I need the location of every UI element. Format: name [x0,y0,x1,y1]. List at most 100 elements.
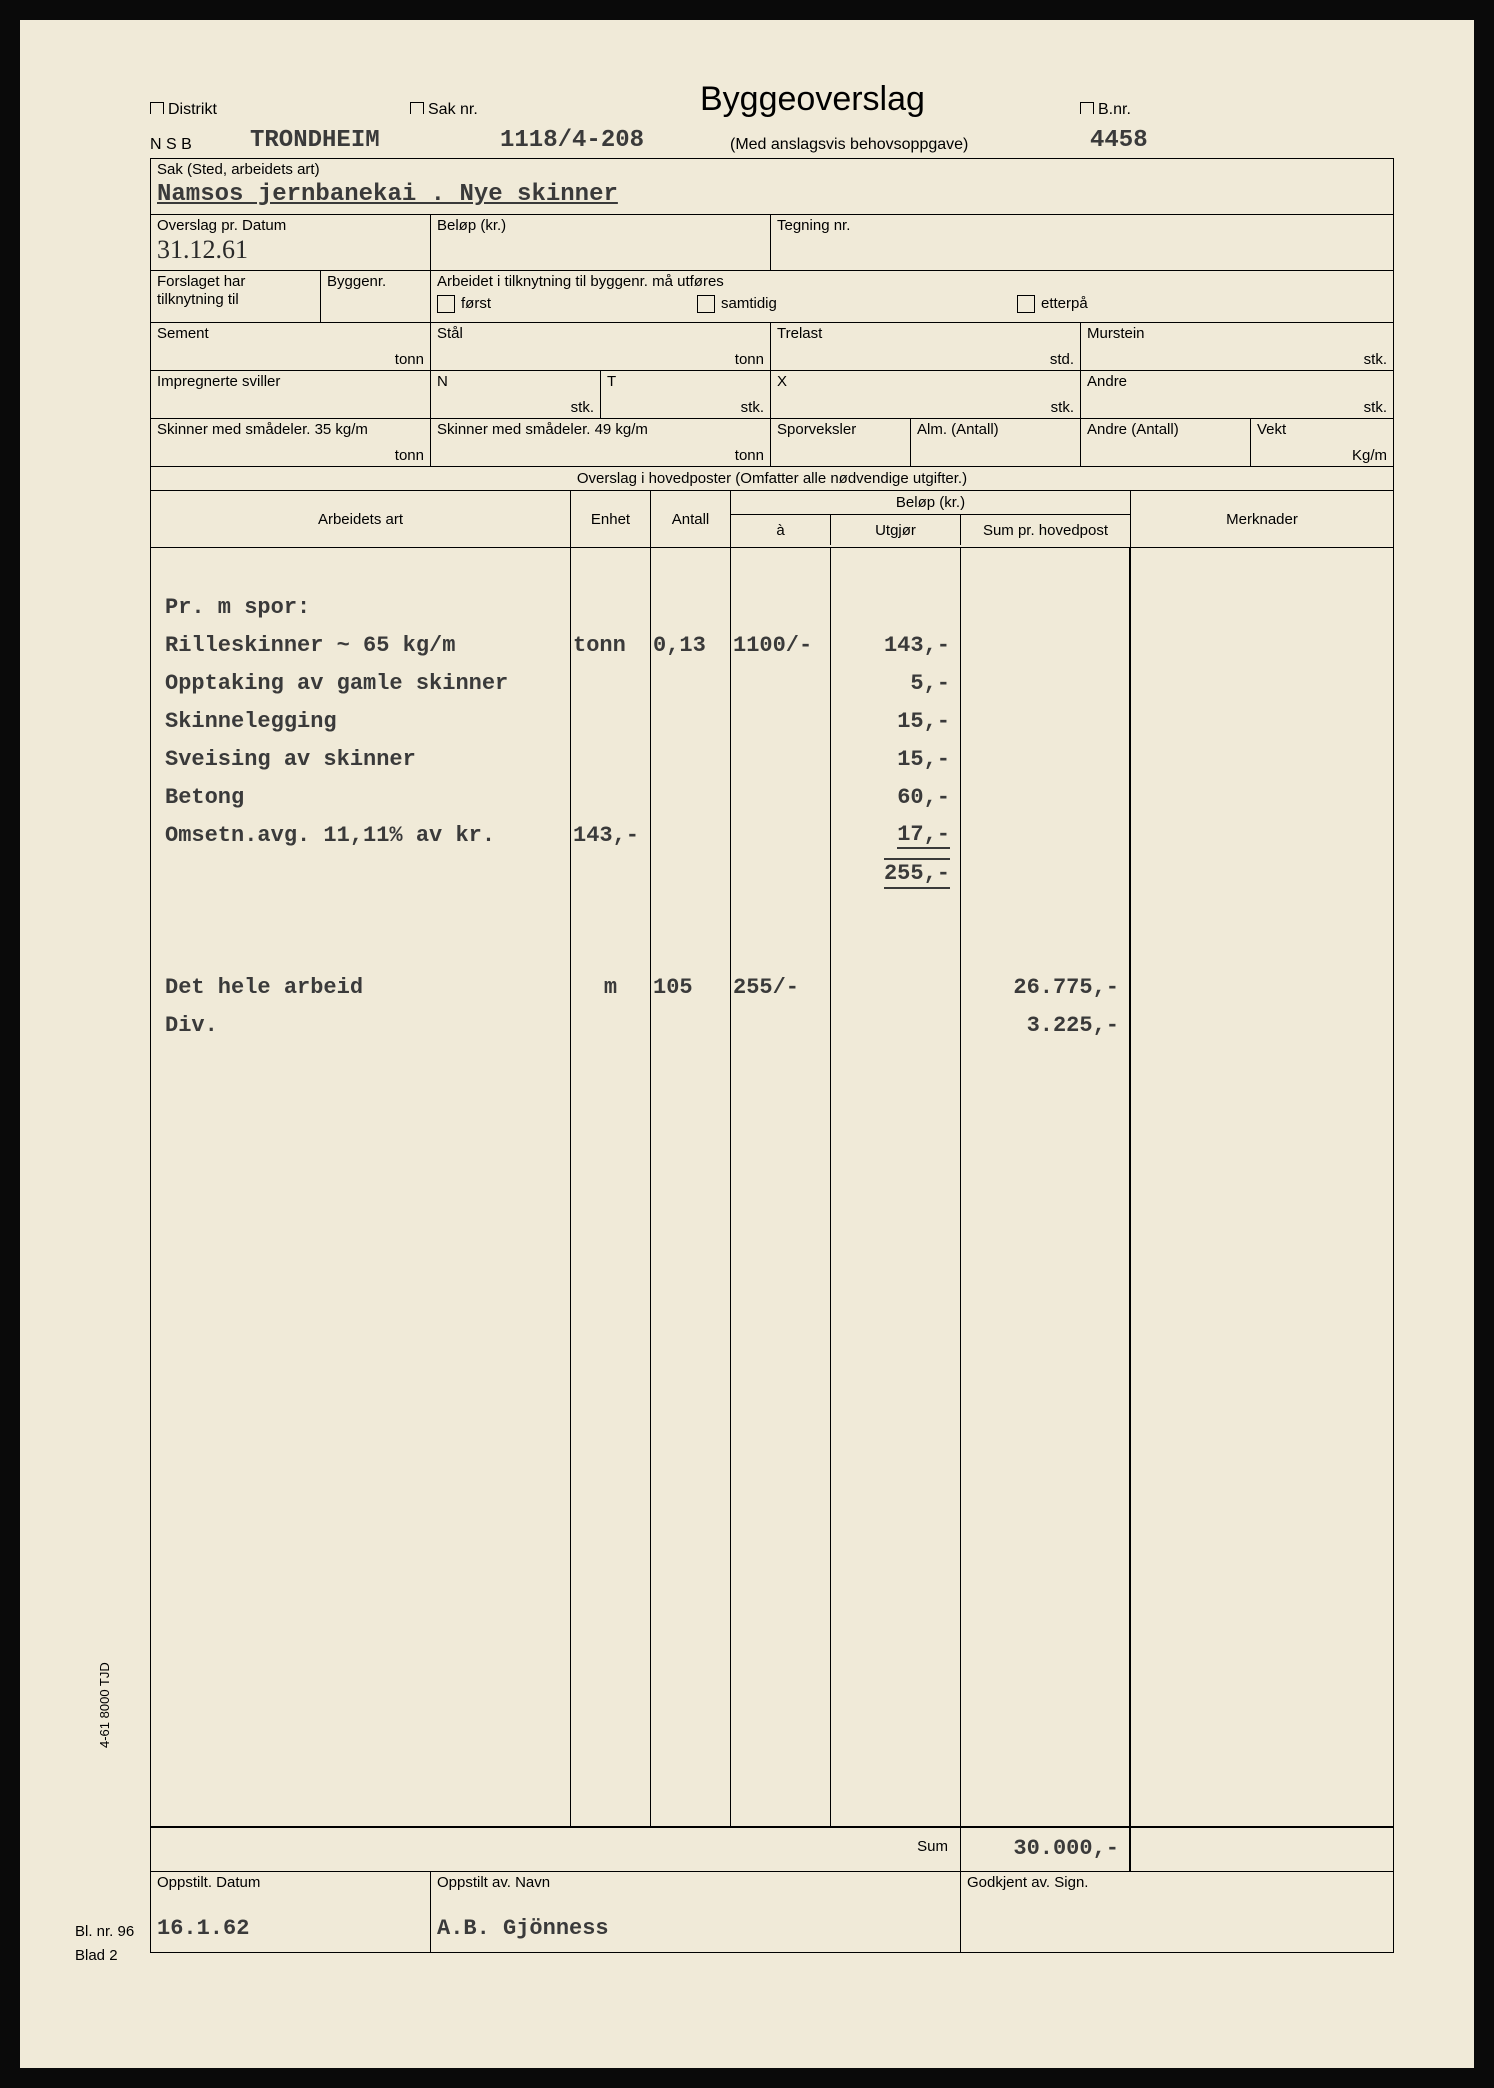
r7-sum: 26.775,- [969,968,1119,1006]
sum-value: 30.000,- [961,1828,1131,1871]
doc-title: Byggeoverslag [700,80,1080,119]
r1-enhet: tonn [573,626,648,664]
r1-art: Rilleskinner ~ 65 kg/m [165,626,562,664]
sak-value: Namsos jernbanekai . Nye skinner [157,181,1387,208]
th-a: à [731,515,831,545]
samtidig-label: samtidig [721,295,777,312]
form-box: Sak (Sted, arbeidets art) Namsos jernban… [150,158,1394,1953]
r1-a: 1100/- [733,626,828,664]
t-label: T [607,373,764,391]
kgm-unit: Kg/m [1352,447,1387,464]
r7-enhet: m [573,968,648,1006]
overslag-datum: 31.12.61 [157,235,424,265]
nsb-label: N S B [150,136,250,154]
forslag-l1: Forslaget har [157,273,314,291]
oppstilt-navn: A.B. Gjönness [437,1916,954,1941]
r8-art: Div. [165,1006,562,1044]
samtidig-checkbox [697,295,715,313]
r4-utgjor: 15,- [839,740,950,778]
table-body: Pr. m spor: Rilleskinner ~ 65 kg/m Oppta… [151,548,1393,1828]
stal-label: Stål [437,325,764,343]
bnr-label: B.nr. [1098,101,1131,118]
header-labels: Distrikt Sak nr. Byggeoverslag B.nr. [150,80,1394,119]
subtotal: 255,- [839,854,950,892]
r5-utgjor: 60,- [839,778,950,816]
blad: Blad 2 [75,1944,134,1968]
skinner49-label: Skinner med smådeler. 49 kg/m [437,421,764,439]
sporveksler-label: Sporveksler [777,421,904,439]
r7-antall: 105 [653,968,728,1006]
r8-sum: 3.225,- [969,1006,1119,1044]
x-unit: stk. [1051,399,1074,416]
r6-utgjor: 17,- [839,816,950,854]
r7-a: 255/- [733,968,828,1006]
andre-antall-label: Andre (Antall) [1087,421,1244,439]
header-values: N S B TRONDHEIM 1118/4-208 (Med anslagsv… [150,127,1394,154]
bnr-value: 4458 [1090,127,1210,154]
forslag-l2: tilknytning til [157,291,314,309]
trelast-unit: std. [1050,351,1074,368]
r6-enhet: 143,- [573,816,648,854]
distrikt-value: TRONDHEIM [250,127,500,154]
overslag-hovedposter-label: Overslag i hovedposter (Omfatter alle nø… [151,467,1393,491]
r3-utgjor: 15,- [839,702,950,740]
stal-unit: tonn [735,351,764,368]
r1-utgjor: 143,- [839,626,950,664]
r2-art: Opptaking av gamle skinner [165,664,562,702]
document-page: Distrikt Sak nr. Byggeoverslag B.nr. N S… [20,20,1474,2068]
blnr: Bl. nr. 96 [75,1920,134,1944]
arbeidet-label: Arbeidet i tilknytning til byggenr. må u… [437,273,1387,291]
r2-utgjor: 5,- [839,664,950,702]
vekt-label: Vekt [1257,421,1387,439]
th-enhet: Enhet [571,491,651,547]
etterpa-checkbox [1017,295,1035,313]
trelast-label: Trelast [777,325,1074,343]
n-unit: stk. [571,399,594,416]
sum-row: Sum 30.000,- [151,1828,1393,1872]
byggenr-label: Byggenr. [327,273,424,291]
th-antall: Antall [651,491,731,547]
r5-art: Betong [165,778,562,816]
sement-unit: tonn [395,351,424,368]
tegning-label: Tegning nr. [777,217,1387,235]
th-belop: Beløp (kr.) [731,491,1130,515]
doc-subtitle: (Med anslagsvis behovsoppgave) [730,136,1090,154]
footer-row: Oppstilt. Datum 16.1.62 Oppstilt av. Nav… [151,1872,1393,1952]
r1-antall: 0,13 [653,626,728,664]
skinner35-label: Skinner med smådeler. 35 kg/m [157,421,424,439]
n-label: N [437,373,594,391]
distrikt-label: Distrikt [168,101,217,118]
print-code: 4-61 8000 TJD [97,1662,112,1748]
belop-label: Beløp (kr.) [437,217,764,235]
murstein-label: Murstein [1087,325,1387,343]
side-label: Bl. nr. 96 Blad 2 [75,1920,134,1968]
skinner35-unit: tonn [395,447,424,464]
oppstilt-navn-label: Oppstilt av. Navn [437,1874,954,1892]
items-heading: Pr. m spor: [165,588,562,626]
sak-label: Sak (Sted, arbeidets art) [157,161,1387,179]
andre-unit: stk. [1364,399,1387,416]
th-arbeidets-art: Arbeidets art [151,491,571,547]
th-merknader: Merknader [1131,491,1393,547]
forst-label: først [461,295,491,312]
murstein-unit: stk. [1364,351,1387,368]
oppstilt-datum-label: Oppstilt. Datum [157,1874,424,1892]
sement-label: Sement [157,325,424,343]
x-label: X [777,373,1074,391]
r6-art: Omsetn.avg. 11,11% av kr. [165,816,562,854]
saknr-label: Sak nr. [428,101,478,118]
andre-label: Andre [1087,373,1387,391]
r3-art: Skinnelegging [165,702,562,740]
sviller-label: Impregnerte sviller [157,373,424,391]
sum-label: Sum [151,1828,961,1871]
oppstilt-datum: 16.1.62 [157,1916,424,1941]
godkjent-label: Godkjent av. Sign. [967,1874,1387,1892]
forst-checkbox [437,295,455,313]
t-unit: stk. [741,399,764,416]
etterpa-label: etterpå [1041,295,1088,312]
overslag-datum-label: Overslag pr. Datum [157,217,424,235]
r4-art: Sveising av skinner [165,740,562,778]
th-utgjor: Utgjør [831,515,961,545]
th-sum-hovedpost: Sum pr. hovedpost [961,515,1130,545]
skinner49-unit: tonn [735,447,764,464]
